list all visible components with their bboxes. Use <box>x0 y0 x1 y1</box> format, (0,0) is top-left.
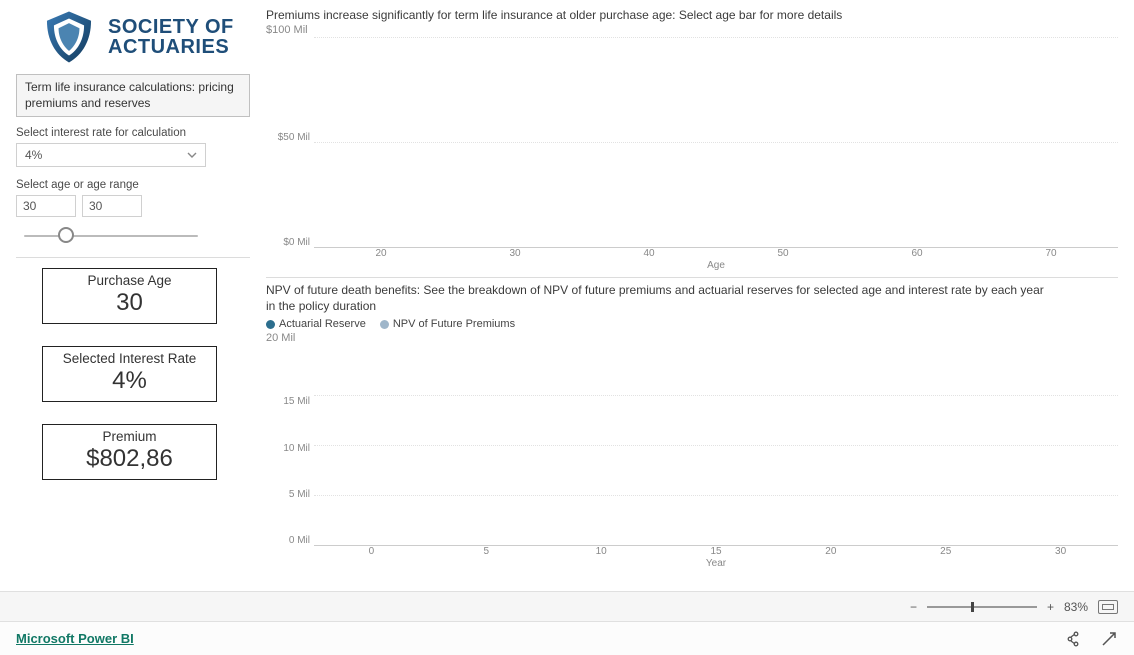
chart2-x-label: Year <box>314 558 1118 569</box>
report-subtitle: Term life insurance calculations: pricin… <box>16 74 250 117</box>
fullscreen-icon[interactable] <box>1100 630 1118 648</box>
kpi-age-value: 30 <box>43 289 216 317</box>
chart1-plot[interactable] <box>314 38 1118 248</box>
fit-to-page-icon[interactable] <box>1098 600 1118 614</box>
chart2-x-axis: 051015202530 <box>314 546 1118 557</box>
chart2-title: NPV of future death benefits: See the br… <box>266 282 1046 314</box>
footer-bar: Microsoft Power BI <box>0 621 1134 655</box>
age-slider[interactable] <box>16 223 206 249</box>
kpi-rate-value: 4% <box>43 367 216 395</box>
chart2-legend: Actuarial Reserve NPV of Future Premiums <box>266 318 1118 330</box>
zoom-slider-thumb[interactable] <box>971 602 974 612</box>
legend-item: NPV of Future Premiums <box>380 318 515 330</box>
chart1-x-label: Age <box>314 260 1118 271</box>
kpi-premium: Premium $802,86 <box>42 424 217 480</box>
kpi-age-label: Purchase Age <box>43 273 216 288</box>
chart1-y-sublabel: $100 Mil <box>266 24 1118 36</box>
npv-chart[interactable]: NPV of future death benefits: See the br… <box>266 282 1118 569</box>
kpi-premium-label: Premium <box>43 429 216 444</box>
sidebar-divider <box>16 257 250 258</box>
kpi-purchase-age: Purchase Age 30 <box>42 268 217 324</box>
brand-logo: SOCIETY OF ACTUARIES <box>16 8 250 66</box>
slider-track <box>24 235 198 237</box>
zoom-value: 83% <box>1064 600 1088 614</box>
chevron-down-icon <box>187 150 197 160</box>
brand-line2: ACTUARIES <box>108 37 234 57</box>
zoom-minus[interactable]: − <box>910 600 917 614</box>
slider-thumb[interactable] <box>58 227 74 243</box>
age-from-input[interactable] <box>16 195 76 217</box>
share-icon[interactable] <box>1064 630 1082 648</box>
chart2-y-axis: 15 Mil10 Mil5 Mil0 Mil <box>266 396 314 546</box>
legend-item: Actuarial Reserve <box>266 318 366 330</box>
zoom-plus[interactable]: + <box>1047 600 1054 614</box>
interest-rate-dropdown[interactable]: 4% <box>16 143 206 167</box>
zoom-slider[interactable] <box>927 606 1037 608</box>
chart2-plot[interactable] <box>314 346 1118 546</box>
interest-rate-label: Select interest rate for calculation <box>16 127 250 139</box>
chart1-y-axis: $50 Mil$0 Mil <box>266 38 314 248</box>
content-divider <box>266 277 1118 278</box>
kpi-interest-rate: Selected Interest Rate 4% <box>42 346 217 402</box>
premium-chart[interactable]: Premiums increase significantly for term… <box>266 8 1118 271</box>
chart2-y-toplabel: 20 Mil <box>266 332 1118 344</box>
age-range-label: Select age or age range <box>16 179 250 191</box>
age-to-input[interactable] <box>82 195 142 217</box>
kpi-rate-label: Selected Interest Rate <box>43 351 216 366</box>
powerbi-link[interactable]: Microsoft Power BI <box>16 631 134 646</box>
shield-icon <box>40 8 98 66</box>
chart1-title: Premiums increase significantly for term… <box>266 8 1118 22</box>
kpi-premium-value: $802,86 <box>43 445 216 473</box>
zoom-statusbar: − + 83% <box>0 591 1134 621</box>
brand-line1: SOCIETY OF <box>108 17 234 37</box>
interest-rate-value: 4% <box>25 148 42 162</box>
chart1-x-axis: 203040506070 <box>314 248 1118 259</box>
